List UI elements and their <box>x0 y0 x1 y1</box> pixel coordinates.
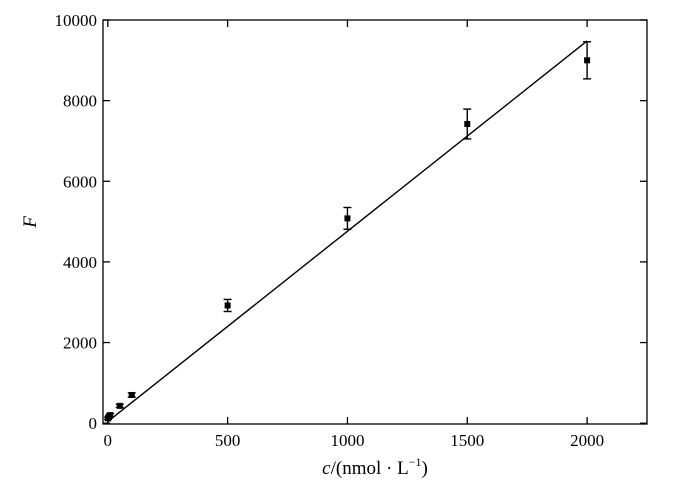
x-tick-label: 500 <box>215 431 241 450</box>
data-point <box>224 302 231 309</box>
x-axis-unit: /(nmol · L <box>331 458 409 479</box>
data-point <box>128 391 135 398</box>
data-point <box>464 121 471 128</box>
data-point <box>107 412 114 419</box>
y-tick-label: 0 <box>89 414 98 433</box>
x-axis-unit-close: ) <box>422 458 428 479</box>
data-point <box>584 57 591 64</box>
fit-line <box>107 40 588 423</box>
plot-frame <box>102 19 648 425</box>
y-tick-labels: 0 2000 4000 6000 8000 10000 <box>55 11 98 433</box>
y-tick-label: 6000 <box>63 172 97 191</box>
x-axis-variable: c <box>322 458 331 479</box>
x-axis-title: c/(nmol · L−1) <box>322 455 428 479</box>
x-tick-label: 0 <box>104 431 113 450</box>
y-axis-title: F <box>20 216 41 229</box>
x-tick-labels: 0 500 1000 1500 2000 <box>104 431 605 450</box>
x-tick-label: 1500 <box>450 431 484 450</box>
data-markers <box>105 57 591 422</box>
y-tick-label: 2000 <box>63 334 97 353</box>
y-tick-label: 4000 <box>63 253 97 272</box>
y-tick-label: 8000 <box>63 92 97 111</box>
y-tick-label: 10000 <box>55 11 98 30</box>
data-point <box>344 215 351 222</box>
x-axis-unit-exponent: −1 <box>409 455 422 469</box>
data-point <box>116 402 123 409</box>
axis-ticks <box>103 19 647 424</box>
x-tick-label: 2000 <box>570 431 604 450</box>
x-tick-label: 1000 <box>330 431 364 450</box>
